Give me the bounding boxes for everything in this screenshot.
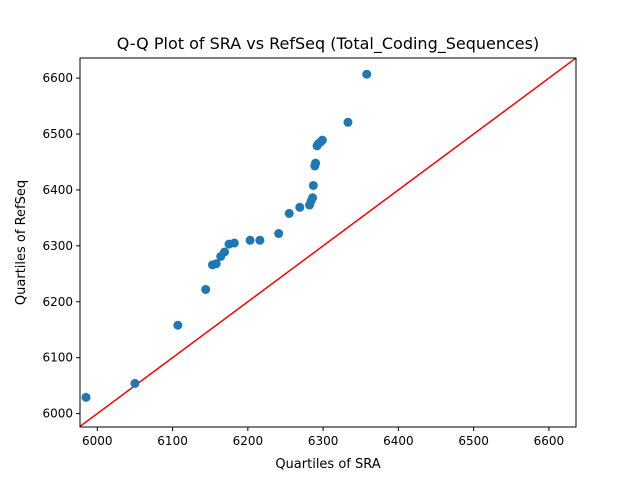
data-point: [284, 208, 294, 218]
y-tick-label: 6400: [42, 183, 73, 197]
x-tick-label: 6300: [308, 434, 339, 448]
chart-title: Q-Q Plot of SRA vs RefSeq (Total_Coding_…: [117, 34, 539, 54]
x-tick-label: 6500: [458, 434, 489, 448]
x-tick-label: 6400: [383, 434, 414, 448]
data-point: [245, 235, 255, 245]
x-axis-label: Quartiles of SRA: [275, 457, 380, 472]
x-tick-label: 6200: [233, 434, 264, 448]
data-point: [173, 320, 183, 330]
data-point: [229, 238, 239, 248]
plot-frame: [79, 57, 577, 428]
data-point: [130, 378, 140, 388]
data-point: [362, 69, 372, 79]
y-axis-ticks: 6000 6100 6200 6300 6400 6500 6600: [42, 71, 80, 421]
data-point: [220, 247, 230, 257]
data-point: [311, 158, 321, 168]
x-axis-ticks: 6000 6100 6200 6300 6400 6500 6600: [82, 427, 564, 448]
x-tick-label: 6000: [82, 434, 113, 448]
data-point: [317, 135, 327, 145]
data-point: [201, 284, 211, 294]
y-tick-label: 6000: [42, 407, 73, 421]
data-point: [343, 117, 353, 127]
data-point: [274, 229, 284, 239]
y-tick-label: 6600: [42, 71, 73, 85]
data-points: [81, 69, 372, 402]
data-point: [81, 392, 91, 402]
y-tick-label: 6300: [42, 239, 73, 253]
data-point: [308, 180, 318, 190]
data-point: [295, 202, 305, 212]
reference-line: [80, 58, 576, 427]
data-point: [255, 235, 265, 245]
data-point: [308, 193, 318, 203]
y-tick-label: 6200: [42, 295, 73, 309]
y-tick-label: 6500: [42, 127, 73, 141]
data-point: [211, 259, 221, 269]
x-tick-label: 6600: [534, 434, 565, 448]
y-axis-label: Quartiles of RefSeq: [14, 180, 29, 305]
x-tick-label: 6100: [157, 434, 188, 448]
y-tick-label: 6100: [42, 351, 73, 365]
